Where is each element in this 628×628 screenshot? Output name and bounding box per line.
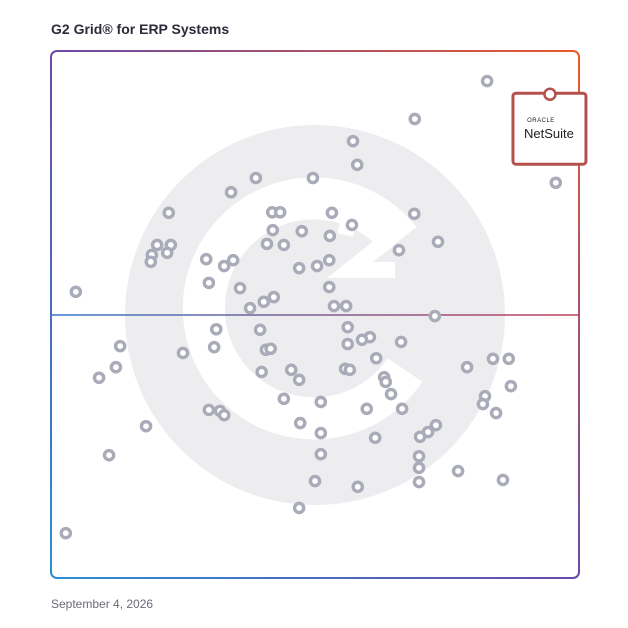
product-dot [314, 426, 328, 440]
product-dot [323, 229, 337, 243]
product-dot [150, 238, 164, 252]
product-dot [69, 285, 83, 299]
product-dot [266, 223, 280, 237]
product-dot [412, 475, 426, 489]
product-dot [277, 238, 291, 252]
product-label: NetSuite [524, 126, 574, 141]
product-dot [249, 171, 263, 185]
product-dot [392, 243, 406, 257]
product-dot [292, 501, 306, 515]
brand-label: ORACLE [527, 118, 555, 124]
product-dot [394, 335, 408, 349]
product-dot [310, 259, 324, 273]
date: September 4, 2026 [51, 597, 153, 611]
product-dot [176, 346, 190, 360]
product-dot [431, 235, 445, 249]
product-dot [412, 449, 426, 463]
chart-title: G2 Grid® for ERP Systems [51, 21, 229, 37]
product-dot [327, 299, 341, 313]
product-dot [253, 323, 267, 337]
product-dot [480, 74, 494, 88]
product-dot [476, 397, 490, 411]
product-dot [339, 299, 353, 313]
product-dot [486, 352, 500, 366]
product-dot [257, 295, 271, 309]
product-dot [384, 387, 398, 401]
product-dot [113, 339, 127, 353]
product-dot [102, 448, 116, 462]
product-dot [255, 365, 268, 379]
product-dot [260, 237, 274, 251]
product-dot [322, 253, 336, 267]
product-dot [368, 431, 382, 445]
watermark-logo [182, 177, 423, 440]
product-dot [351, 480, 365, 494]
product-dot [314, 395, 328, 409]
product-dot [144, 255, 158, 269]
product-dot [264, 342, 277, 356]
product-dot [407, 207, 421, 221]
product-dot [233, 281, 247, 295]
product-dot [295, 224, 309, 238]
product-dot [267, 290, 281, 304]
product-dot [217, 408, 231, 422]
product-dot [199, 252, 213, 266]
product-dot [139, 419, 153, 433]
product-dot [293, 416, 307, 430]
product-dot [306, 171, 320, 185]
product-dot [277, 392, 291, 406]
product-dot [226, 253, 240, 267]
product-dot [496, 473, 510, 487]
product-dot [341, 320, 355, 334]
product-dot [224, 185, 238, 199]
product-dot [343, 363, 357, 377]
product-dot [369, 351, 383, 365]
product-dot [207, 340, 221, 354]
product-dot [92, 371, 106, 385]
product-dot [325, 206, 339, 220]
product-dot [355, 333, 369, 347]
product-dot [59, 526, 73, 540]
product-dot [451, 464, 465, 478]
product-dot [395, 402, 409, 416]
product-dot [408, 112, 422, 126]
product-dot [314, 447, 328, 461]
product-dot [162, 206, 176, 220]
product-dot [502, 352, 516, 366]
product-dot [549, 176, 563, 190]
product-dot [460, 360, 474, 374]
product-dot [217, 259, 231, 273]
product-dot [504, 379, 518, 393]
product-dot [322, 280, 336, 294]
product-dot [489, 406, 503, 420]
product-dot [308, 474, 322, 488]
product-dot [345, 218, 359, 232]
product-dot [350, 158, 364, 172]
product-dot [209, 322, 223, 336]
product-dot [428, 309, 442, 323]
product-dot [284, 363, 298, 377]
product-dot [413, 430, 427, 444]
product-dot [243, 301, 257, 315]
product-dot [292, 261, 306, 275]
product-dot [360, 402, 374, 416]
product-dot [202, 276, 216, 290]
product-dot [292, 373, 306, 387]
product-dot [379, 375, 393, 389]
product-dot [346, 134, 360, 148]
product-dot [273, 205, 287, 219]
product-dot [341, 337, 355, 351]
product-dot [202, 403, 216, 417]
product-dot [429, 418, 443, 432]
product-dot [109, 360, 123, 374]
quadrant-line [51, 314, 579, 316]
highlight-dot [543, 87, 557, 101]
product-dot [412, 461, 426, 475]
product-dot [160, 246, 174, 260]
